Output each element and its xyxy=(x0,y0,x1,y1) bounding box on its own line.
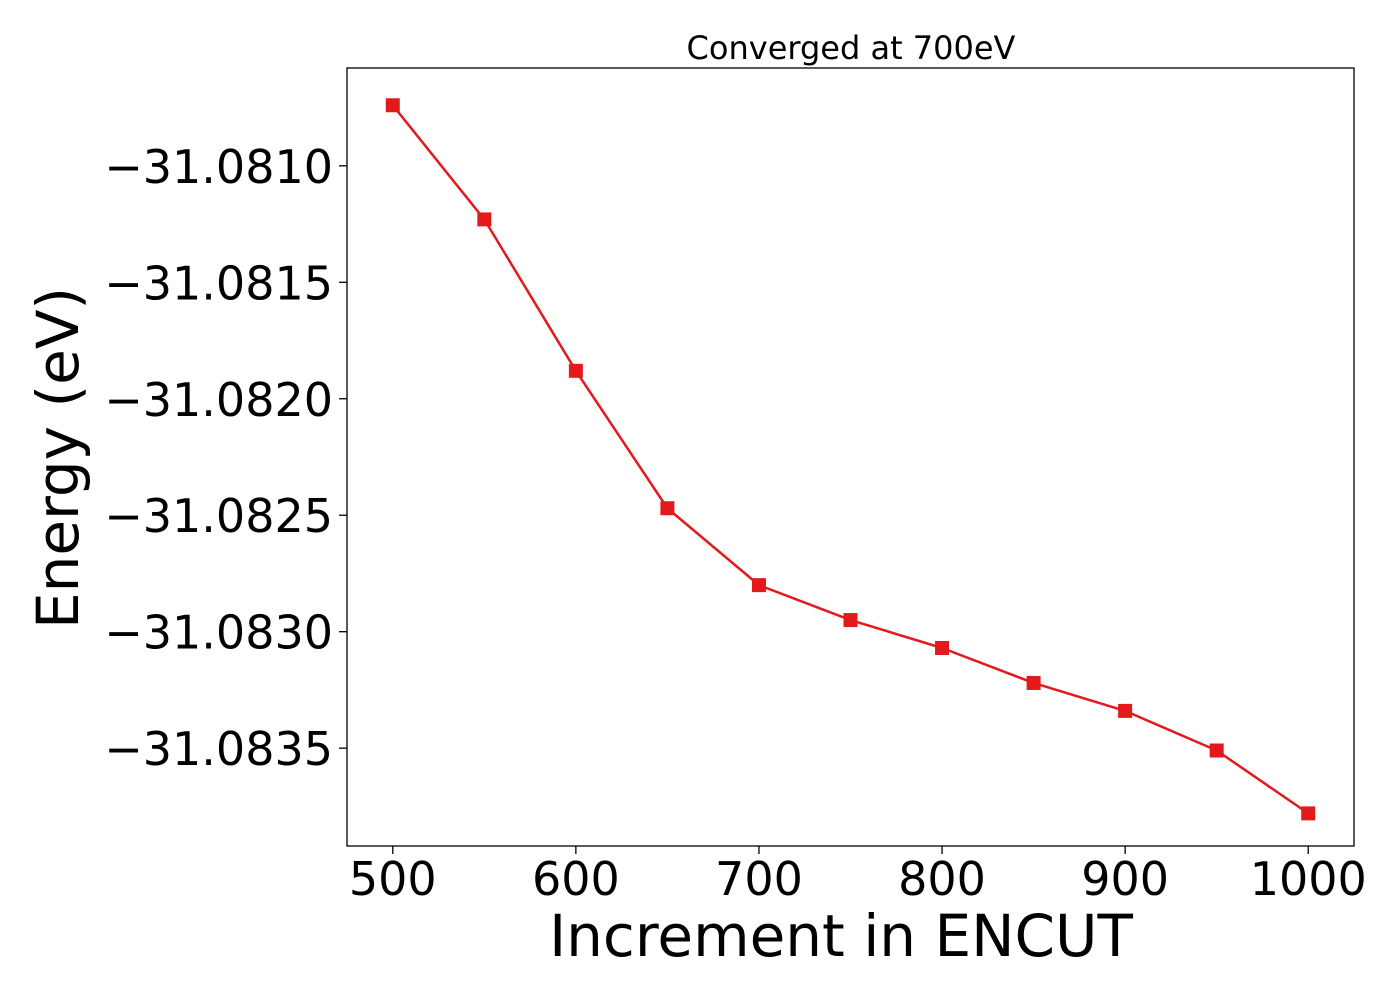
x-axis-title: Increment in ENCUT xyxy=(549,902,1133,970)
y-tick-label: −31.0830 xyxy=(104,606,333,660)
x-axis: 500 600 700 800 900 1000 xyxy=(349,846,1367,906)
x-tick-label: 600 xyxy=(532,852,620,906)
y-tick-label: −31.0815 xyxy=(104,256,333,310)
data-point xyxy=(660,501,675,516)
data-point xyxy=(751,578,766,593)
x-tick-label: 1000 xyxy=(1250,852,1367,906)
series-line xyxy=(391,104,1309,815)
data-point xyxy=(385,98,400,113)
plot-layer xyxy=(385,98,1316,821)
x-tick-label: 700 xyxy=(715,852,803,906)
plot-frame xyxy=(346,67,1355,847)
y-tick-label: −31.0835 xyxy=(104,722,333,776)
data-point xyxy=(1026,675,1041,690)
data-point xyxy=(935,641,950,656)
data-point xyxy=(1301,806,1316,821)
chart-title: Converged at 700eV xyxy=(687,29,1016,67)
y-axis: −31.0810 −31.0815 −31.0820 −31.0825 −31.0830… xyxy=(104,140,347,776)
y-tick-label: −31.0825 xyxy=(104,489,333,543)
y-tick-label: −31.0820 xyxy=(104,373,333,427)
data-point xyxy=(568,363,583,378)
data-point xyxy=(1118,703,1133,718)
y-axis-title: Energy (eV) xyxy=(24,287,92,629)
y-tick-label: −31.0810 xyxy=(104,140,333,194)
data-point xyxy=(1209,743,1224,758)
x-tick-label: 800 xyxy=(898,852,986,906)
data-point xyxy=(843,613,858,628)
x-tick-label: 900 xyxy=(1081,852,1169,906)
x-tick-label: 500 xyxy=(349,852,437,906)
data-point xyxy=(477,212,492,227)
